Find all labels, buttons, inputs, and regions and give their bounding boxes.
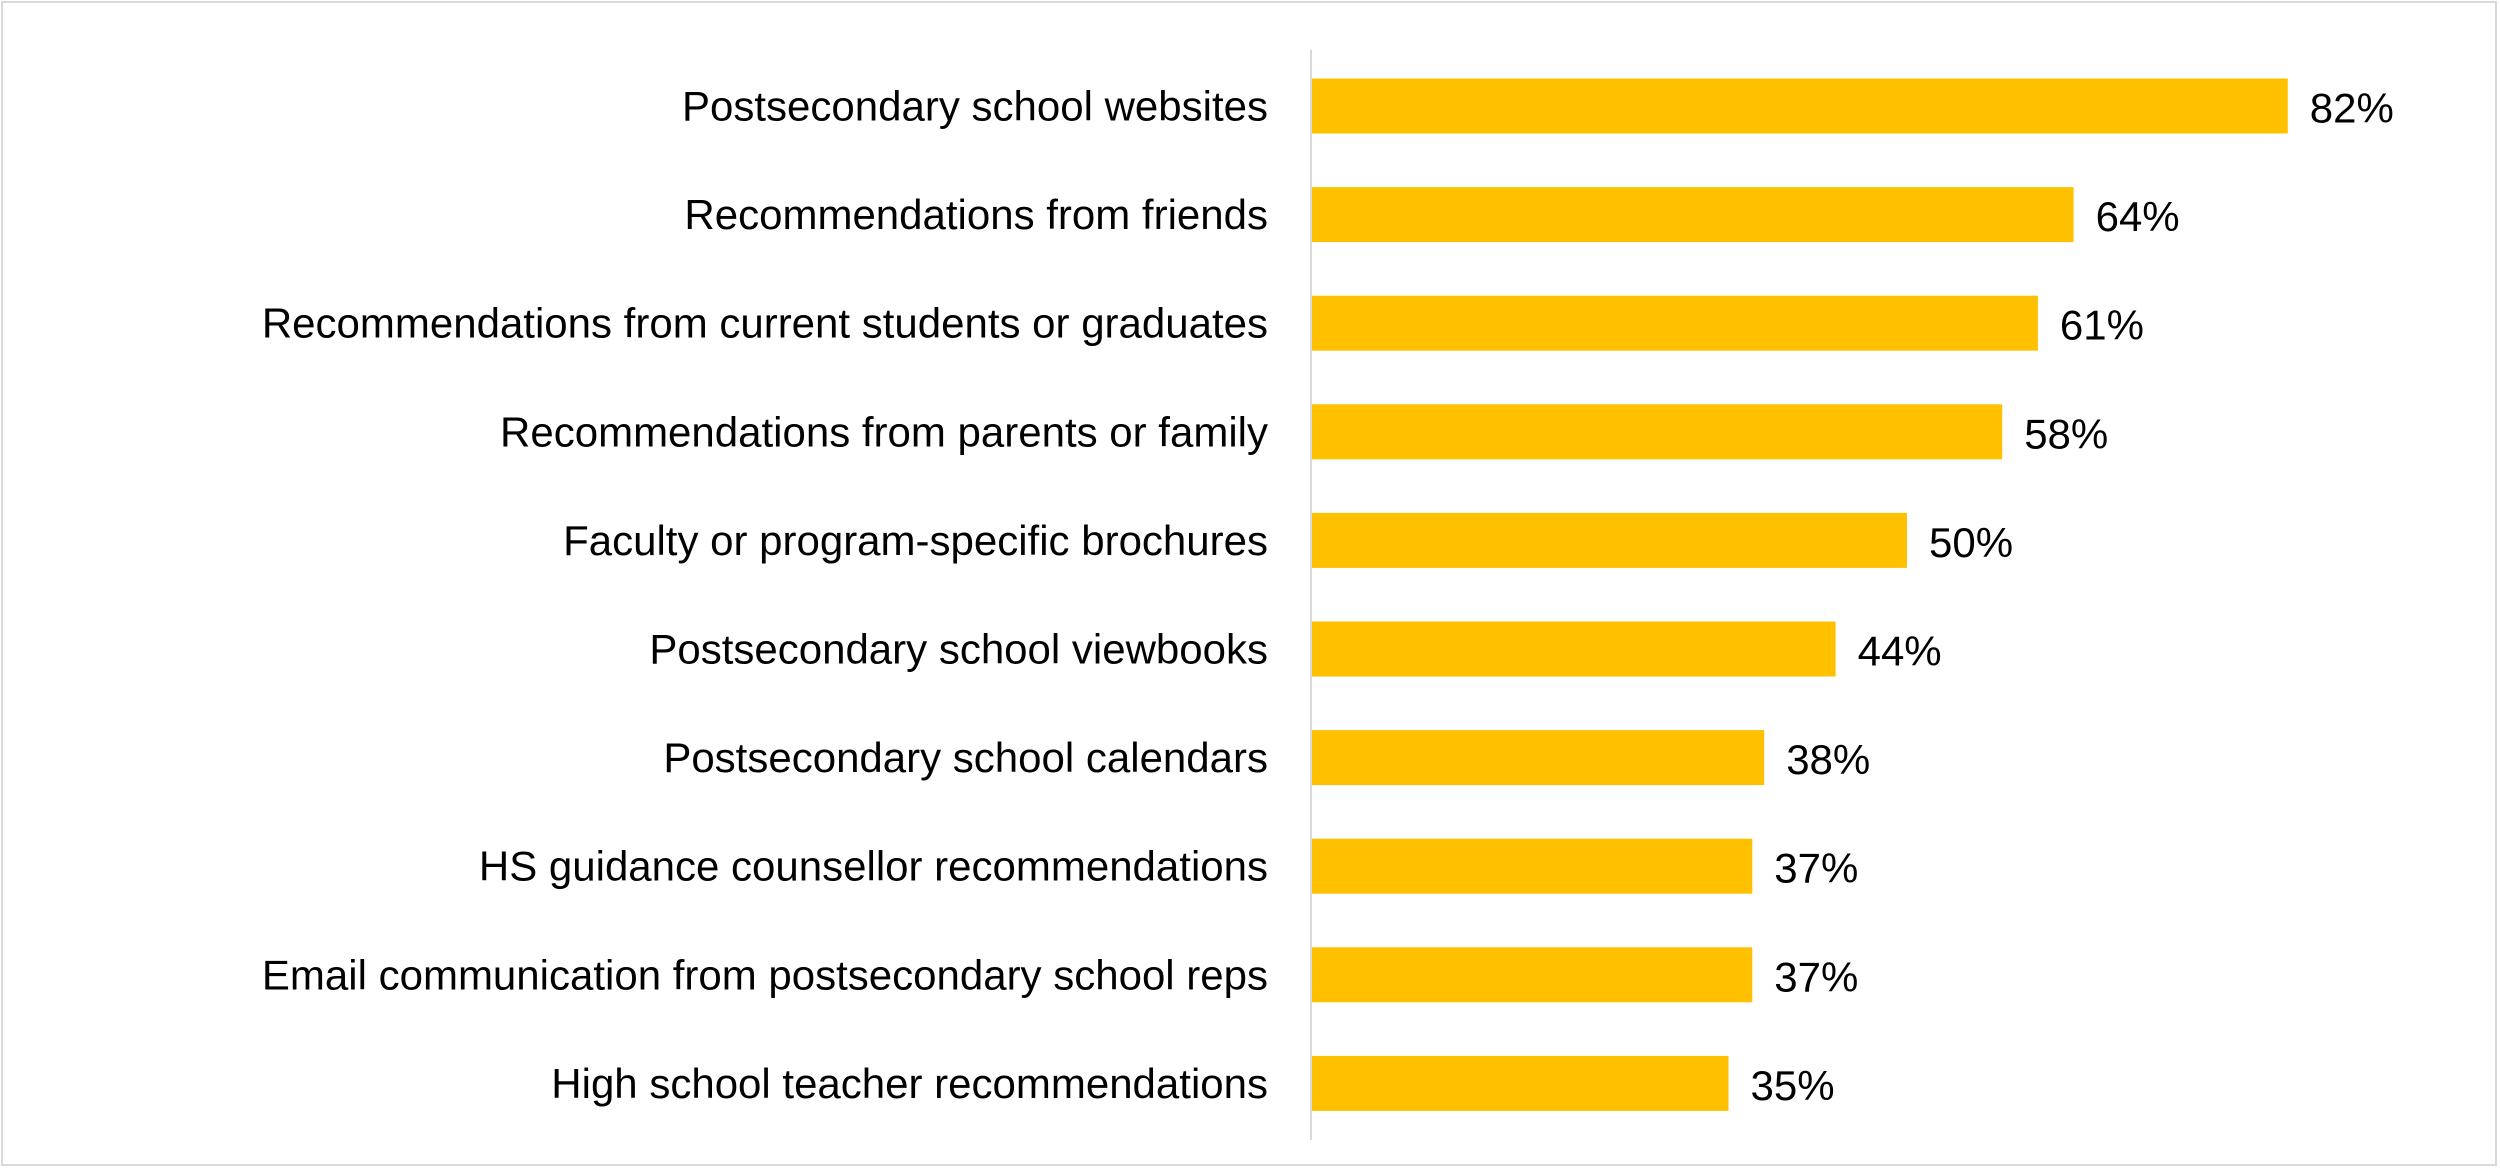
- data-label: 38%: [1786, 736, 1870, 783]
- category-label: Email communication from postsecondary s…: [262, 951, 1268, 998]
- category-label: Faculty or program-specific brochures: [563, 517, 1268, 564]
- bar: [1312, 947, 1753, 1003]
- category-label: Recommendations from friends: [684, 191, 1268, 238]
- data-label: 35%: [1751, 1062, 1835, 1109]
- bar: [1312, 78, 2288, 134]
- bar: [1312, 838, 1753, 894]
- bars-group: [1312, 78, 2288, 1111]
- data-label: 82%: [2310, 85, 2394, 132]
- category-labels-group: Postsecondary school websites Recommendat…: [262, 83, 1268, 1107]
- data-label: 44%: [1858, 628, 1942, 675]
- category-label: Postsecondary school calendars: [663, 734, 1268, 781]
- bar: [1312, 730, 1765, 786]
- category-label: HS guidance counsellor recommendations: [479, 843, 1268, 890]
- bar: [1312, 621, 1836, 677]
- category-label: Postsecondary school websites: [682, 83, 1268, 130]
- data-label: 37%: [1774, 845, 1858, 892]
- bar: [1312, 295, 2038, 351]
- category-label: Recommendations from parents or family: [500, 408, 1268, 455]
- data-label: 58%: [2024, 410, 2108, 457]
- bar: [1312, 404, 2003, 460]
- category-label: Recommendations from current students or…: [262, 300, 1268, 347]
- data-label: 64%: [2096, 193, 2180, 240]
- data-label: 61%: [2060, 302, 2144, 349]
- value-labels-group: 82% 64% 61% 58% 50% 44% 38% 37% 37% 35%: [1751, 85, 2394, 1109]
- bar: [1312, 187, 2074, 243]
- data-label: 50%: [1929, 519, 2013, 566]
- category-label: Postsecondary school viewbooks: [649, 626, 1268, 673]
- data-label: 37%: [1774, 953, 1858, 1000]
- bar: [1312, 512, 1907, 568]
- category-label: High school teacher recommendations: [551, 1060, 1268, 1107]
- bar: [1312, 1055, 1729, 1111]
